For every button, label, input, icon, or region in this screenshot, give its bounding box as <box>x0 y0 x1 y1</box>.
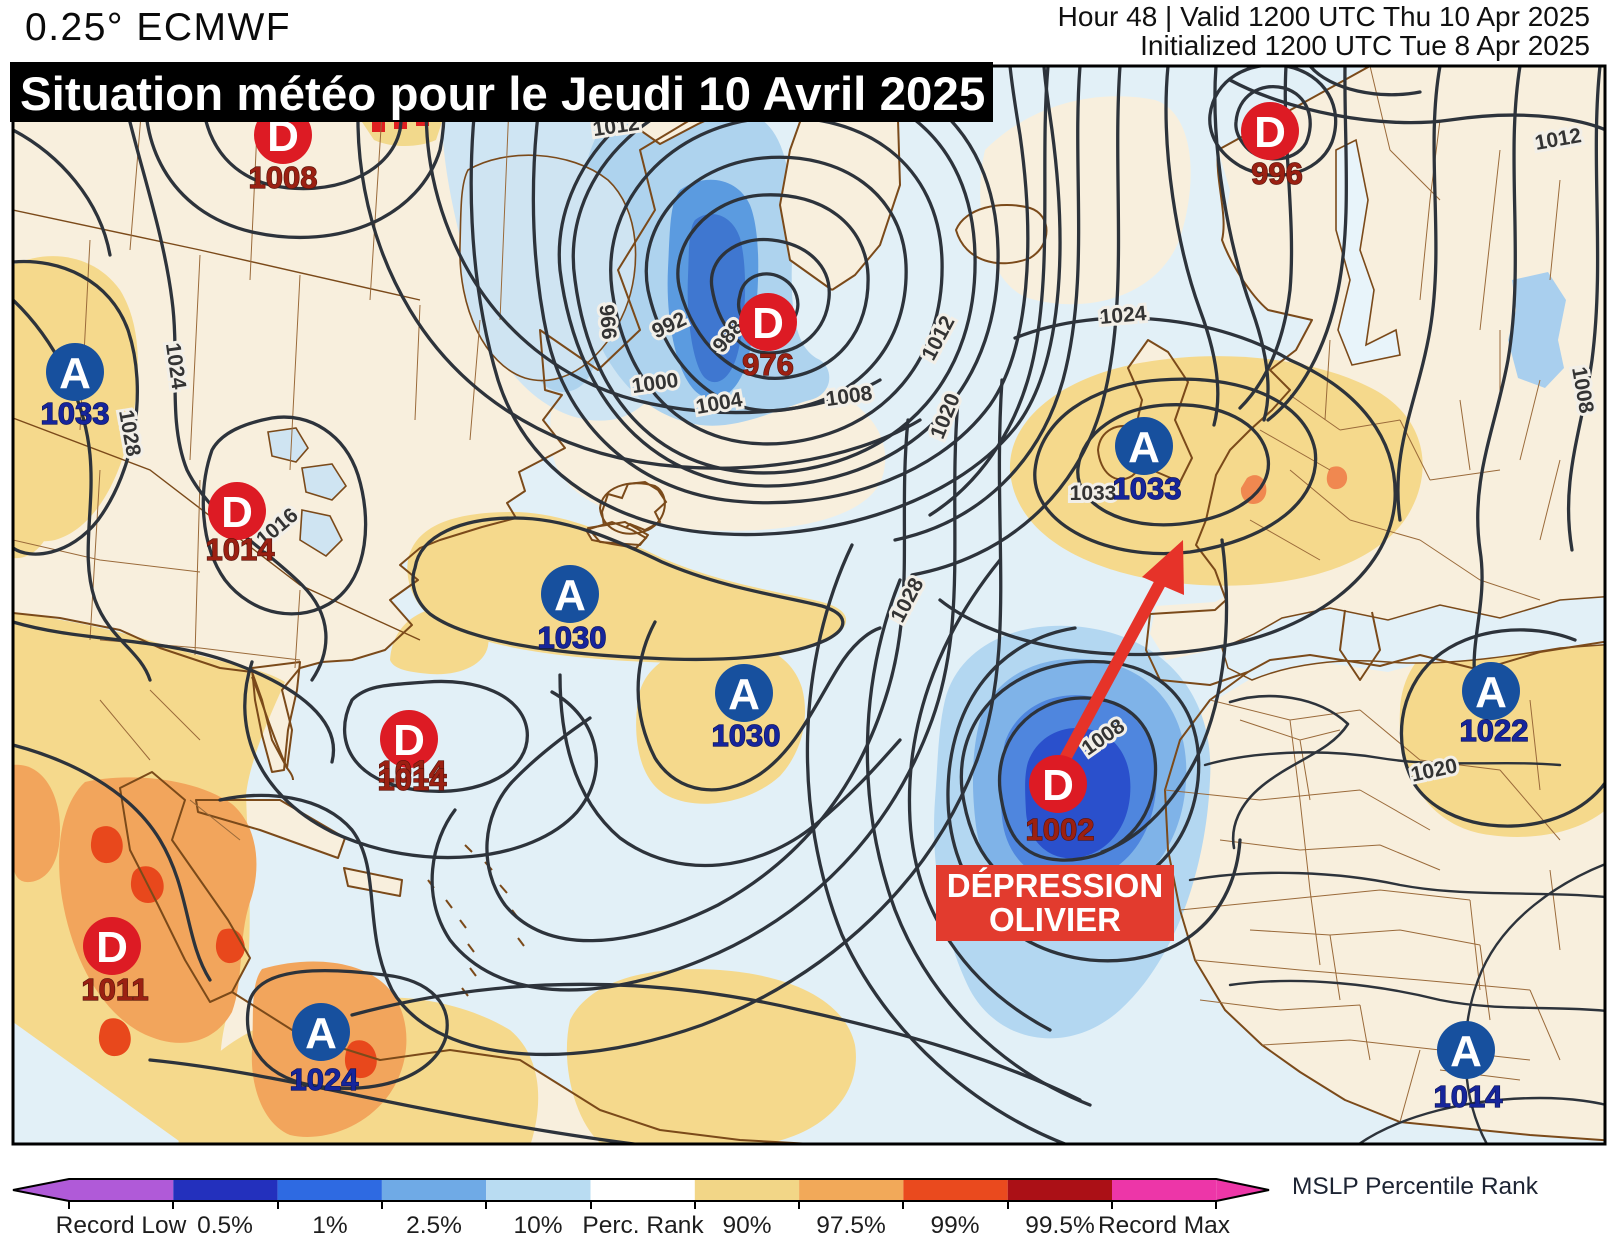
svg-text:966: 966 <box>595 304 621 341</box>
svg-text:1030: 1030 <box>712 718 781 753</box>
svg-text:1008: 1008 <box>249 160 318 195</box>
svg-text:DÉPRESSION: DÉPRESSION <box>947 867 1163 904</box>
svg-text:D: D <box>1042 761 1074 810</box>
svg-text:D: D <box>752 299 784 348</box>
svg-text:D: D <box>393 716 425 765</box>
svg-text:1011: 1011 <box>81 972 148 1007</box>
svg-text:A: A <box>1450 1027 1482 1076</box>
svg-text:1014: 1014 <box>378 762 448 797</box>
svg-text:A: A <box>305 1009 337 1058</box>
svg-text:D: D <box>1254 108 1286 157</box>
svg-text:1002: 1002 <box>1026 812 1095 847</box>
svg-text:A: A <box>554 571 586 620</box>
svg-text:A: A <box>728 670 760 719</box>
svg-text:OLIVIER: OLIVIER <box>989 901 1121 938</box>
svg-text:1033: 1033 <box>1113 471 1182 506</box>
svg-text:1022: 1022 <box>1460 713 1529 748</box>
svg-text:1030: 1030 <box>538 620 607 655</box>
svg-text:1024: 1024 <box>1099 302 1148 329</box>
svg-text:A: A <box>59 349 91 398</box>
svg-text:1033: 1033 <box>41 396 110 431</box>
svg-text:1033: 1033 <box>1070 482 1117 505</box>
svg-text:D: D <box>221 488 253 537</box>
svg-text:1014: 1014 <box>206 532 276 567</box>
svg-text:1014: 1014 <box>378 754 448 789</box>
svg-text:996: 996 <box>1251 156 1303 191</box>
svg-text:1014: 1014 <box>1434 1079 1504 1114</box>
svg-text:976: 976 <box>742 347 794 382</box>
svg-text:A: A <box>1128 423 1160 472</box>
svg-text:A: A <box>1475 668 1507 717</box>
svg-text:D: D <box>96 923 128 972</box>
svg-text:1024: 1024 <box>290 1062 360 1097</box>
